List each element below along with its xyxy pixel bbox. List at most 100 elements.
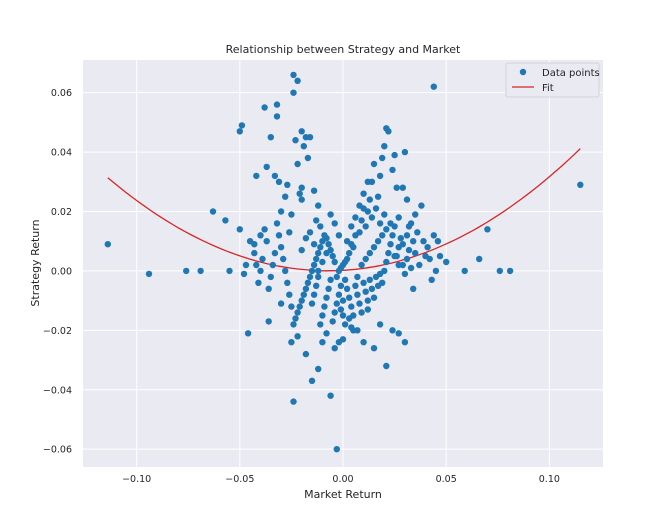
- data-point: [315, 273, 322, 281]
- data-point: [395, 330, 402, 337]
- data-point: [292, 137, 299, 144]
- data-point: [366, 276, 373, 283]
- y-tick-label: 0.02: [51, 207, 72, 218]
- y-tick-label: −0.02: [43, 326, 72, 337]
- data-point: [277, 244, 285, 251]
- data-point: [443, 258, 450, 266]
- data-point: [356, 300, 363, 307]
- legend-label-fit: Fit: [542, 83, 554, 94]
- data-point: [356, 202, 363, 209]
- data-point: [238, 122, 246, 129]
- data-point: [263, 238, 270, 245]
- data-point: [321, 232, 328, 239]
- data-point: [296, 190, 303, 197]
- fit-layer: [107, 148, 581, 272]
- data-point: [424, 244, 431, 251]
- data-point: [298, 128, 305, 135]
- data-point: [323, 330, 330, 337]
- legend: Data points Fit: [505, 62, 600, 98]
- data-point: [350, 327, 357, 334]
- data-point: [308, 377, 316, 384]
- data-point: [401, 148, 409, 156]
- data-point: [236, 128, 243, 135]
- data-point: [329, 252, 336, 260]
- data-point: [397, 235, 404, 242]
- data-point: [286, 229, 293, 236]
- data-point: [389, 232, 396, 239]
- data-point: [277, 208, 285, 215]
- data-point: [240, 270, 248, 278]
- data-point: [496, 267, 503, 275]
- data-point: [290, 71, 297, 79]
- data-point: [577, 181, 584, 188]
- data-point: [430, 83, 437, 90]
- data-point: [374, 238, 382, 245]
- data-point: [253, 261, 260, 269]
- data-point: [391, 151, 398, 159]
- data-point: [352, 282, 359, 289]
- data-point: [294, 309, 301, 316]
- data-point: [302, 285, 310, 292]
- y-tick-label: 0.00: [51, 266, 72, 277]
- data-point: [331, 220, 338, 227]
- data-point: [432, 267, 440, 275]
- data-point: [343, 285, 351, 292]
- data-point: [251, 241, 258, 248]
- data-point: [389, 166, 396, 174]
- data-point: [273, 113, 281, 120]
- data-point: [288, 339, 295, 346]
- data-point: [352, 232, 359, 239]
- legend-marker-data-points: [519, 68, 527, 76]
- data-point: [383, 362, 390, 370]
- data-point: [364, 297, 371, 304]
- y-tick-label: 0.06: [51, 88, 72, 99]
- data-point: [416, 261, 423, 269]
- data-point: [333, 446, 340, 453]
- data-point: [209, 208, 217, 215]
- data-point: [294, 77, 301, 85]
- data-point: [381, 267, 388, 275]
- data-point: [296, 303, 303, 310]
- data-point: [346, 249, 353, 257]
- data-point: [242, 261, 250, 269]
- y-tick-label: −0.06: [43, 445, 72, 456]
- fit-line: [107, 148, 581, 272]
- data-point: [267, 134, 274, 141]
- data-point: [286, 291, 293, 298]
- data-point: [385, 249, 392, 257]
- data-point: [310, 187, 318, 194]
- data-point: [302, 235, 310, 242]
- data-point: [306, 273, 314, 281]
- data-point: [370, 294, 378, 301]
- data-point: [370, 244, 378, 251]
- data-point: [244, 330, 252, 337]
- data-point: [290, 89, 297, 96]
- data-point: [379, 154, 386, 162]
- x-tick-label: 0.05: [436, 474, 457, 485]
- data-point: [341, 276, 349, 283]
- data-point: [273, 220, 281, 227]
- data-point: [306, 229, 314, 236]
- data-point: [506, 267, 514, 275]
- data-point: [265, 285, 272, 292]
- data-point: [360, 190, 367, 197]
- data-point: [379, 232, 386, 239]
- data-point: [358, 309, 365, 316]
- data-point: [255, 279, 262, 286]
- data-point: [284, 279, 291, 286]
- data-point: [315, 365, 322, 373]
- data-point: [327, 392, 334, 399]
- data-point: [263, 163, 270, 171]
- data-point: [339, 312, 347, 319]
- x-tick-label: 0.10: [539, 474, 560, 485]
- data-point: [403, 232, 411, 239]
- data-point: [315, 249, 322, 257]
- data-point: [401, 339, 409, 346]
- data-point: [261, 226, 268, 233]
- data-point: [395, 261, 402, 269]
- data-point: [325, 285, 332, 292]
- data-point: [335, 291, 343, 298]
- data-point: [317, 244, 324, 251]
- data-point: [327, 211, 334, 218]
- data-point: [261, 104, 268, 111]
